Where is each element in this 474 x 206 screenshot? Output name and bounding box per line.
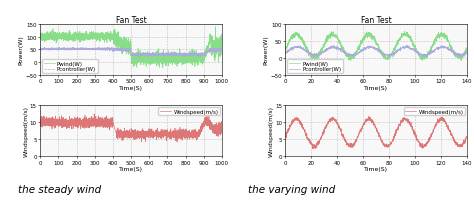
Text: the varying wind: the varying wind xyxy=(248,184,335,194)
X-axis label: Time(S): Time(S) xyxy=(364,85,388,90)
Pwind(W) xyxy=(402,31,408,33)
Windspeed(m/s) xyxy=(327,119,332,121)
Windspeed(m/s) xyxy=(378,139,384,141)
Line: Windspeed(m/s): Windspeed(m/s) xyxy=(285,117,467,149)
X-axis label: Time(S): Time(S) xyxy=(119,85,143,90)
Pwind(W) xyxy=(458,60,464,62)
Line: Pcontroller(W): Pcontroller(W) xyxy=(40,48,222,57)
Pcontroller(W) xyxy=(462,54,467,56)
Pwind(W) xyxy=(216,43,221,46)
Y-axis label: Windspeed(m/s): Windspeed(m/s) xyxy=(23,106,28,157)
Windspeed(m/s) xyxy=(464,136,470,138)
Pcontroller(W) xyxy=(331,45,337,48)
Pcontroller(W) xyxy=(216,49,221,52)
Pcontroller(W) xyxy=(464,52,470,55)
Line: Pwind(W): Pwind(W) xyxy=(40,28,222,68)
Windspeed(m/s) xyxy=(115,138,121,140)
Windspeed(m/s) xyxy=(219,129,225,131)
Windspeed(m/s) xyxy=(58,122,64,124)
Pcontroller(W) xyxy=(219,50,225,53)
Y-axis label: Power(W): Power(W) xyxy=(19,35,24,65)
Title: Fan Test: Fan Test xyxy=(116,16,146,25)
Pwind(W) xyxy=(464,50,470,53)
Pcontroller(W) xyxy=(423,57,429,59)
Pcontroller(W) xyxy=(378,52,383,54)
Pwind(W) xyxy=(345,56,351,58)
Windspeed(m/s) xyxy=(310,148,316,150)
Pcontroller(W) xyxy=(430,51,436,53)
Pcontroller(W) xyxy=(327,47,332,49)
Pwind(W) xyxy=(366,33,372,36)
Line: Pwind(W): Pwind(W) xyxy=(285,32,467,61)
Windspeed(m/s) xyxy=(174,141,180,144)
Pcontroller(W) xyxy=(283,53,288,55)
Pwind(W) xyxy=(430,46,436,48)
X-axis label: Time(S): Time(S) xyxy=(364,166,388,171)
Legend: Pwind(W), Pcontroller(W): Pwind(W), Pcontroller(W) xyxy=(42,60,98,74)
Windspeed(m/s) xyxy=(365,116,371,118)
Windspeed(m/s) xyxy=(430,130,436,132)
Title: Fan Test: Fan Test xyxy=(361,16,392,25)
Windspeed(m/s) xyxy=(91,113,97,116)
Pcontroller(W) xyxy=(366,47,372,49)
Pcontroller(W) xyxy=(145,56,151,59)
Legend: Pwind(W), Pcontroller(W): Pwind(W), Pcontroller(W) xyxy=(287,60,343,74)
Windspeed(m/s) xyxy=(345,143,351,146)
Windspeed(m/s) xyxy=(216,125,221,128)
Pwind(W) xyxy=(37,35,43,38)
Text: the steady wind: the steady wind xyxy=(18,184,101,194)
Pcontroller(W) xyxy=(81,47,86,49)
Line: Pcontroller(W): Pcontroller(W) xyxy=(285,46,467,58)
Windspeed(m/s) xyxy=(196,130,201,133)
Windspeed(m/s) xyxy=(462,140,467,143)
Line: Windspeed(m/s): Windspeed(m/s) xyxy=(40,114,222,142)
Y-axis label: Power(W): Power(W) xyxy=(264,35,269,65)
Pcontroller(W) xyxy=(37,49,43,52)
Pcontroller(W) xyxy=(345,54,351,56)
Pwind(W) xyxy=(107,38,113,41)
Pcontroller(W) xyxy=(107,48,113,50)
Windspeed(m/s) xyxy=(107,120,113,122)
Legend: Windspeed(m/s): Windspeed(m/s) xyxy=(158,108,220,116)
Y-axis label: Windspeed(m/s): Windspeed(m/s) xyxy=(268,106,273,157)
Pcontroller(W) xyxy=(196,54,201,56)
Pcontroller(W) xyxy=(69,48,74,50)
Pcontroller(W) xyxy=(115,50,121,53)
Pwind(W) xyxy=(213,26,219,29)
Pcontroller(W) xyxy=(58,49,64,51)
Pwind(W) xyxy=(69,40,74,42)
Pwind(W) xyxy=(196,56,201,59)
Pwind(W) xyxy=(327,36,332,38)
Pwind(W) xyxy=(58,36,64,38)
Windspeed(m/s) xyxy=(283,136,288,138)
Pwind(W) xyxy=(115,40,120,42)
X-axis label: Time(S): Time(S) xyxy=(119,166,143,171)
Pwind(W) xyxy=(160,67,165,69)
Windspeed(m/s) xyxy=(37,124,43,127)
Windspeed(m/s) xyxy=(366,119,372,121)
Windspeed(m/s) xyxy=(69,122,74,125)
Pwind(W) xyxy=(219,47,225,50)
Legend: Windspeed(m/s): Windspeed(m/s) xyxy=(403,108,465,116)
Pwind(W) xyxy=(462,53,467,55)
Pwind(W) xyxy=(283,47,288,49)
Pwind(W) xyxy=(378,50,383,53)
